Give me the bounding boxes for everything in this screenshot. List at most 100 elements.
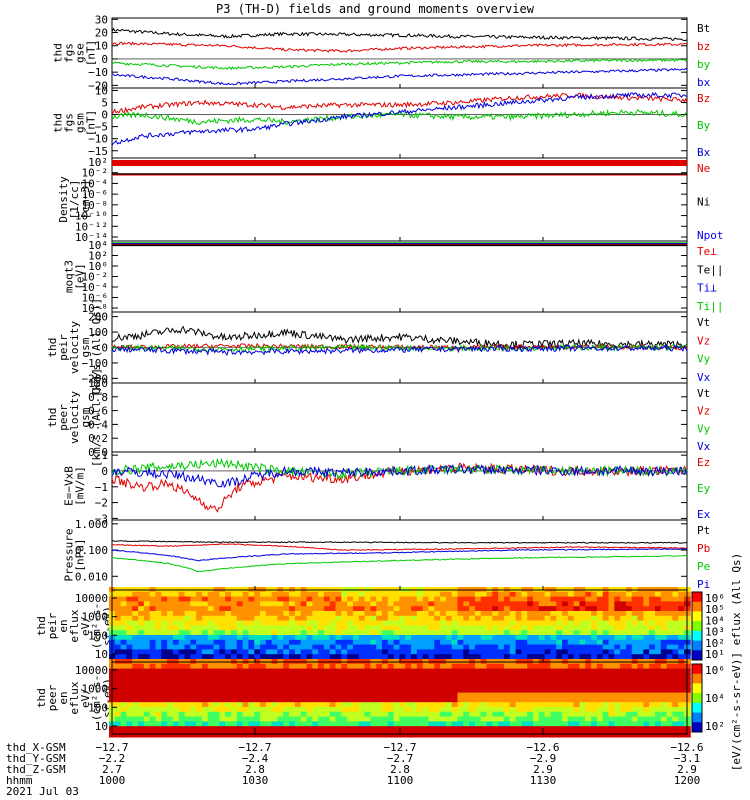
spec-cell xyxy=(190,707,198,714)
spec-cell xyxy=(631,630,639,637)
spec-cell xyxy=(335,601,343,608)
spec-cell xyxy=(602,639,610,647)
spec-cell xyxy=(562,635,569,642)
spec-cell xyxy=(515,639,523,647)
spec-cell xyxy=(213,654,221,661)
spec-cell xyxy=(608,601,616,608)
spec-cell xyxy=(562,611,569,618)
spec-cell xyxy=(219,654,227,661)
spec-cell xyxy=(370,668,378,676)
spec-cell xyxy=(503,654,511,661)
spec-cell xyxy=(178,726,186,733)
spec-cell xyxy=(451,678,459,685)
spec-cell xyxy=(556,721,563,728)
spec-cell xyxy=(637,668,645,676)
spec-cell xyxy=(591,716,598,724)
spec-cell xyxy=(236,668,244,676)
spec-cell xyxy=(370,692,378,700)
ytick-peir_spec: 10 xyxy=(95,648,108,661)
spec-cell xyxy=(527,644,534,652)
spec-cell xyxy=(585,692,593,700)
spec-cell xyxy=(602,591,610,599)
spec-cell xyxy=(120,635,128,642)
spec-cell xyxy=(503,692,511,700)
spec-cell xyxy=(573,716,581,724)
spec-cell xyxy=(236,639,244,647)
spec-cell xyxy=(190,663,198,671)
spec-cell xyxy=(579,711,587,719)
spec-cell xyxy=(341,711,349,719)
spec-cell xyxy=(474,678,482,685)
spec-cell xyxy=(556,663,563,671)
spec-cell xyxy=(265,620,273,628)
spec-cell xyxy=(643,673,651,680)
spec-cell xyxy=(556,639,563,647)
spec-cell xyxy=(341,716,349,724)
spec-cell xyxy=(614,620,622,628)
spec-cell xyxy=(486,601,494,608)
spec-cell xyxy=(515,668,523,676)
spec-cell xyxy=(376,654,383,661)
spec-cell xyxy=(254,702,261,709)
spec-cell xyxy=(381,668,389,676)
colorbar-frame xyxy=(691,591,703,661)
spec-cell xyxy=(161,606,169,613)
spec-cell xyxy=(649,721,656,728)
spec-cell xyxy=(167,692,174,700)
spec-cell xyxy=(469,630,476,637)
spec-cell xyxy=(451,620,459,628)
spec-cell xyxy=(666,683,674,690)
spec-cell xyxy=(225,596,232,604)
spec-cell xyxy=(300,625,308,632)
spec-cell xyxy=(277,711,285,719)
spec-cell xyxy=(225,639,232,647)
spec-cell xyxy=(225,711,232,719)
spec-cell xyxy=(405,606,412,613)
spec-cell xyxy=(416,663,424,671)
spec-cell xyxy=(451,707,459,714)
spec-cell xyxy=(190,687,198,695)
ytick-fgs: 30 xyxy=(95,13,108,26)
spec-cell xyxy=(271,630,279,637)
spec-cell xyxy=(654,721,662,728)
colorbar-tick: 10⁴ xyxy=(705,614,725,627)
spec-cell xyxy=(521,649,529,656)
spec-cell xyxy=(190,606,198,613)
spec-cell xyxy=(503,630,511,637)
spec-cell xyxy=(376,611,383,618)
spec-cell xyxy=(381,601,389,608)
spec-cell xyxy=(405,601,412,608)
series-efield-Ex xyxy=(111,464,688,489)
spec-cell xyxy=(143,625,151,632)
spec-cell xyxy=(172,692,180,700)
spec-cell xyxy=(184,644,192,652)
spec-cell xyxy=(265,611,273,618)
spec-cell xyxy=(399,601,407,608)
spec-cell xyxy=(451,716,459,724)
spec-cell xyxy=(114,678,122,685)
spec-cell xyxy=(492,601,500,608)
spec-cell xyxy=(591,596,598,604)
spec-cell xyxy=(416,606,424,613)
spec-cell xyxy=(341,678,349,685)
spec-cell xyxy=(178,673,186,680)
spec-cell xyxy=(329,697,337,704)
spec-cell xyxy=(155,663,163,671)
spec-cell xyxy=(672,601,680,608)
spec-cell xyxy=(376,644,383,652)
spec-cell xyxy=(654,625,662,632)
spec-cell xyxy=(643,611,651,618)
spec-cell xyxy=(230,620,238,628)
spec-cell xyxy=(335,596,343,604)
spec-cell xyxy=(591,591,598,599)
spec-cell xyxy=(440,639,447,647)
xvalue-thd_Y-GSM: −2.2 xyxy=(99,752,126,765)
spec-cell xyxy=(666,615,674,623)
colorbar-tick: 10⁵ xyxy=(705,603,725,616)
spec-cell xyxy=(544,721,552,728)
spec-cell xyxy=(178,630,186,637)
spec-cell xyxy=(637,726,645,733)
spec-cell xyxy=(393,635,401,642)
spec-cell xyxy=(434,606,442,613)
spec-cell xyxy=(596,692,604,700)
